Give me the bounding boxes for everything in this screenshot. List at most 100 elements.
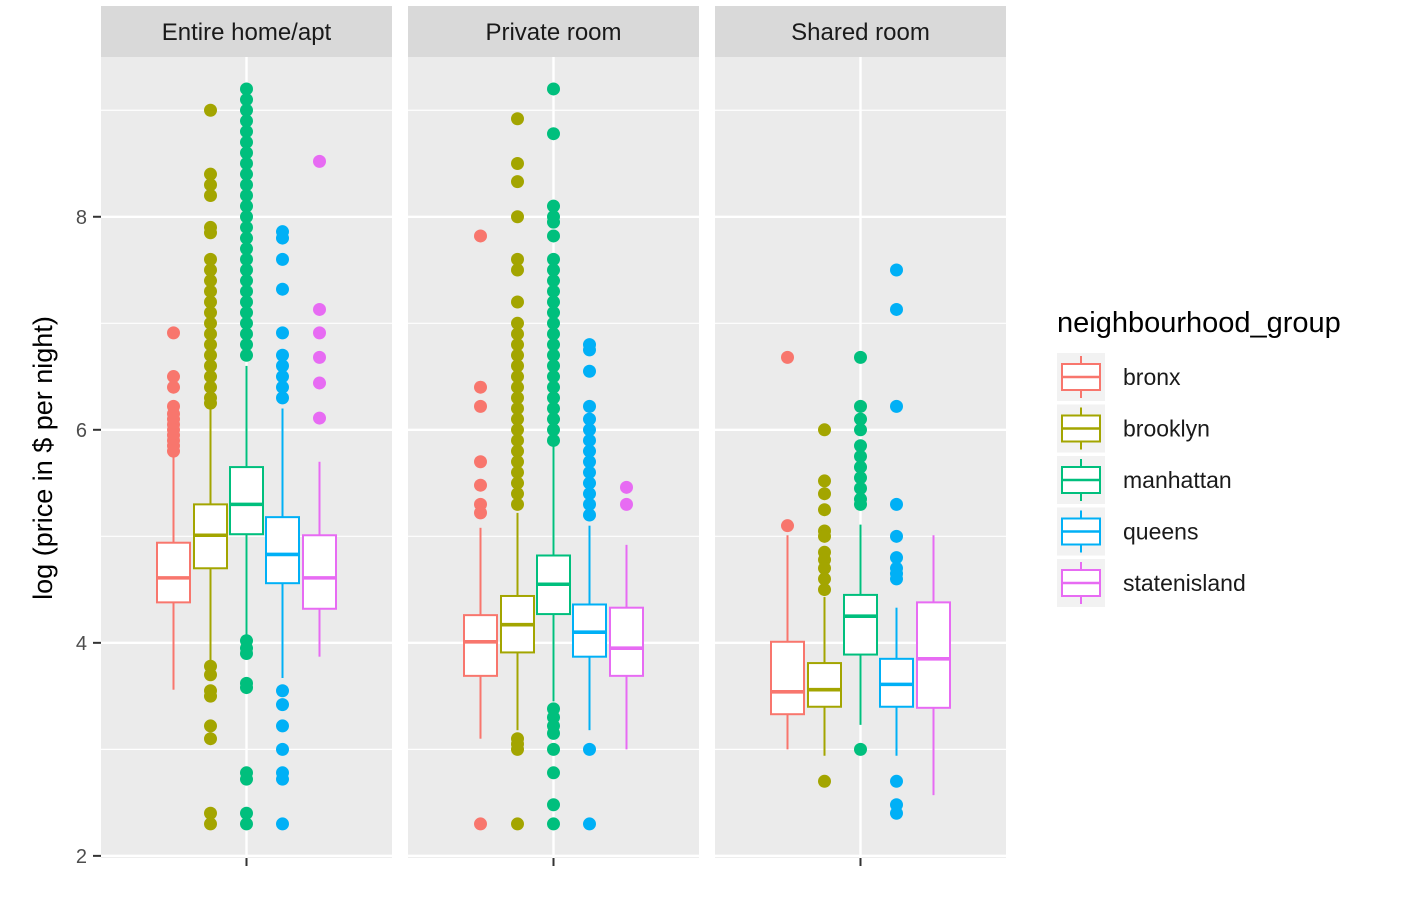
outlier-point: [240, 817, 253, 831]
outlier-point: [547, 766, 560, 780]
outlier-point: [854, 423, 867, 437]
outlier-point: [167, 326, 180, 340]
outlier-point: [276, 282, 289, 296]
outlier-point: [547, 229, 560, 243]
legend-key-manhattan: manhattan: [1057, 456, 1232, 504]
outlier-point: [240, 178, 253, 192]
outlier-point: [890, 497, 903, 511]
outlier-point: [204, 263, 217, 277]
outlier-point: [511, 487, 524, 501]
boxplot-statenisland: [916, 535, 951, 796]
outlier-point: [547, 370, 560, 384]
box-iqr: [916, 601, 951, 709]
outlier-point: [276, 359, 289, 373]
outlier-point: [583, 433, 596, 447]
outlier-point: [511, 742, 524, 756]
outlier-point: [511, 359, 524, 373]
outlier-point: [583, 508, 596, 522]
outlier-point: [474, 478, 487, 492]
outlier-point: [890, 399, 903, 413]
outlier-point: [240, 114, 253, 128]
outlier-point: [511, 412, 524, 426]
outlier-point: [474, 399, 487, 413]
outlier-point: [240, 263, 253, 277]
outlier-point: [583, 497, 596, 511]
outlier-point: [204, 668, 217, 682]
outlier-point: [276, 817, 289, 831]
outlier-point: [547, 338, 560, 352]
outlier-point: [511, 391, 524, 405]
boxplot-bronx: [463, 229, 498, 831]
outlier-point: [511, 423, 524, 437]
outlier-point: [818, 774, 831, 788]
outlier-point: [240, 284, 253, 298]
outlier-point: [240, 220, 253, 234]
outlier-point: [276, 326, 289, 340]
outlier-point: [547, 348, 560, 362]
outlier-point: [583, 742, 596, 756]
outlier-point: [474, 506, 487, 520]
legend-title: neighbourhood_group: [1057, 307, 1341, 339]
boxplot-queens: [572, 338, 607, 831]
outlier-point: [276, 772, 289, 786]
outlier-point: [204, 306, 217, 320]
outlier-point: [818, 474, 831, 488]
outlier-point: [204, 719, 217, 733]
outlier-point: [204, 338, 217, 352]
outlier-point: [167, 444, 180, 458]
outlier-point: [818, 561, 831, 575]
outlier-point: [547, 263, 560, 277]
outlier-point: [620, 497, 633, 511]
outlier-point: [276, 719, 289, 733]
outlier-point: [204, 689, 217, 703]
y-tick-label: 8: [76, 207, 87, 229]
outlier-point: [204, 252, 217, 266]
outlier-point: [240, 681, 253, 695]
outlier-point: [511, 497, 524, 511]
legend: neighbourhood_group bronx brooklyn manhatt…: [1057, 307, 1341, 607]
facet-strip-label: Private room: [485, 19, 621, 46]
outlier-point: [511, 476, 524, 490]
outlier-point: [204, 732, 217, 746]
outlier-point: [583, 364, 596, 378]
outlier-point: [511, 327, 524, 341]
outlier-point: [547, 380, 560, 394]
outlier-point: [204, 806, 217, 820]
outlier-point: [276, 380, 289, 394]
outlier-point: [890, 774, 903, 788]
outlier-point: [474, 380, 487, 394]
outlier-point: [511, 263, 524, 277]
outlier-point: [547, 327, 560, 341]
box-iqr: [265, 516, 300, 585]
facet-panels: Entire home/apt Private room Shared room: [101, 6, 1006, 866]
outlier-point: [204, 316, 217, 330]
outlier-point: [511, 444, 524, 458]
outlier-point: [240, 327, 253, 341]
outlier-point: [276, 684, 289, 698]
outlier-point: [890, 529, 903, 543]
outlier-point: [547, 284, 560, 298]
outlier-point: [204, 274, 217, 288]
y-tick-label: 2: [76, 846, 87, 868]
outlier-point: [547, 359, 560, 373]
facet-strip: [101, 6, 392, 57]
outlier-point: [276, 391, 289, 405]
outlier-point: [204, 370, 217, 384]
outlier-point: [204, 380, 217, 394]
y-axis: 2 4 6 8: [76, 207, 101, 868]
outlier-point: [511, 210, 524, 224]
outlier-point: [547, 295, 560, 309]
outlier-point: [511, 157, 524, 171]
y-tick-label: 6: [76, 420, 87, 442]
outlier-point: [854, 439, 867, 453]
outlier-point: [511, 455, 524, 469]
legend-key-queens: queens: [1057, 507, 1198, 556]
outlier-point: [781, 350, 794, 364]
boxplot-statenisland: [302, 154, 337, 657]
outlier-point: [474, 817, 487, 831]
outlier-point: [204, 817, 217, 831]
outlier-point: [547, 412, 560, 426]
outlier-point: [240, 210, 253, 224]
outlier-point: [854, 481, 867, 495]
outlier-point: [583, 423, 596, 437]
